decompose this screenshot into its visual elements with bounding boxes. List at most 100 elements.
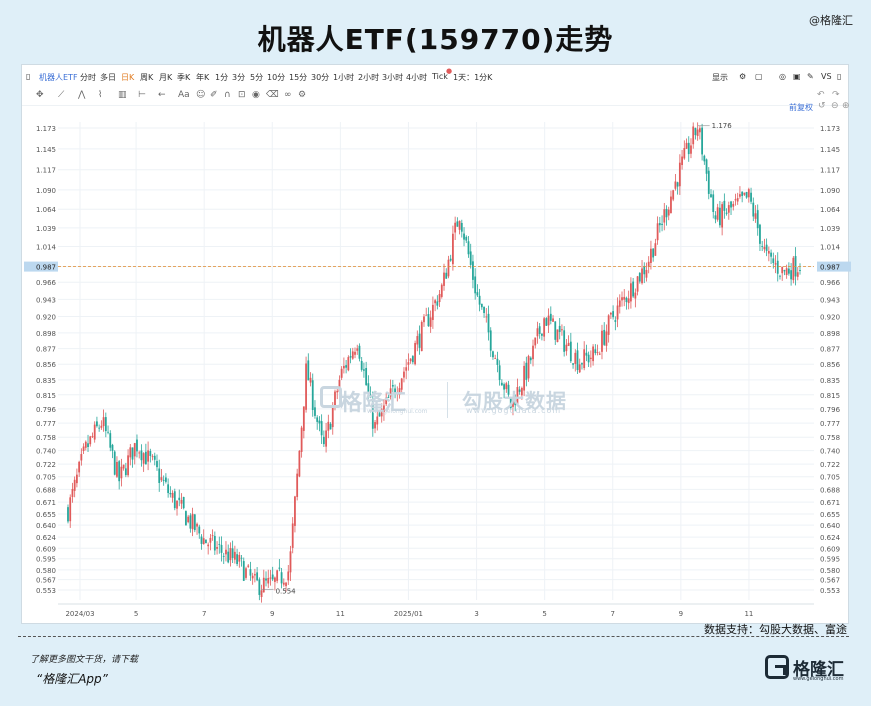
candle-body (687, 142, 690, 155)
candle-body (249, 569, 252, 576)
tab-daily-k[interactable]: 日K (121, 73, 135, 82)
candle-body (349, 356, 352, 358)
y-tick-label-left: 0.567 (36, 577, 56, 585)
candle-body (418, 333, 421, 348)
candle-body (120, 466, 123, 479)
sidebar-toggle-icon[interactable]: ▯ (26, 72, 31, 81)
x-tick-label: 5 (134, 610, 138, 618)
x-tick-label: 9 (270, 610, 274, 618)
fullscreen-icon[interactable]: ▣ (793, 72, 801, 81)
display-menu[interactable]: 显示 (712, 73, 728, 82)
y-tick-label-left: 0.705 (36, 474, 56, 482)
y-tick-label-left: 0.609 (36, 545, 56, 553)
tab-4h[interactable]: 4小时 (406, 73, 428, 82)
candle-body (265, 578, 267, 581)
zoom-out-icon[interactable]: ⊖ (831, 101, 839, 111)
candle-body (538, 326, 541, 334)
crosshair-icon[interactable]: ✥ (36, 90, 44, 100)
candle-body (358, 345, 361, 359)
tab-3h[interactable]: 3小时 (382, 73, 404, 82)
tab-weekly-k[interactable]: 周K (140, 73, 154, 82)
candle-body (256, 572, 259, 581)
tab-15min[interactable]: 15分 (289, 73, 308, 82)
logo-mark-icon (765, 655, 789, 679)
candle-body (182, 497, 185, 509)
candle-body (752, 202, 755, 217)
tab-30min[interactable]: 30分 (311, 73, 330, 82)
layout-icon[interactable]: ▢ (755, 72, 763, 81)
candle-body (403, 371, 405, 378)
candle-body (327, 421, 330, 431)
candle-body (609, 312, 612, 315)
tab-monthly-k[interactable]: 月K (159, 73, 173, 82)
camera-icon[interactable]: ◎ (779, 72, 786, 81)
candle-body (127, 455, 129, 476)
y-tick-label-left: 0.920 (36, 314, 56, 322)
candle-body (696, 129, 699, 136)
reset-icon[interactable]: ↺ (818, 101, 826, 111)
zoom-in-icon[interactable]: ⊕ (842, 101, 850, 111)
candle-body (294, 496, 296, 526)
candle-body (153, 455, 156, 460)
trash-icon[interactable]: ⌫ (266, 90, 279, 100)
candle-body (280, 572, 283, 584)
candle-body (685, 142, 688, 149)
tab-yearly-k[interactable]: 年K (196, 73, 210, 82)
text-icon[interactable]: Aa (178, 90, 190, 100)
pencil-icon[interactable]: ✐ (210, 90, 218, 100)
zigzag-icon[interactable]: ⌇ (98, 90, 103, 100)
watermark-left: 格隆汇 (340, 391, 407, 416)
candle-body (102, 417, 105, 427)
lock-icon[interactable]: ⊡ (238, 90, 246, 100)
tab-quarterly-k[interactable]: 季K (177, 73, 191, 82)
eye-icon[interactable]: ◉ (252, 90, 260, 100)
candle-body (572, 363, 574, 365)
y-tick-label-left: 1.117 (36, 167, 56, 175)
candle-body (262, 577, 265, 593)
arrow-icon[interactable]: ← (158, 90, 166, 100)
trendline-icon[interactable]: ⟋ (58, 90, 65, 100)
draw-icon[interactable]: ✎ (807, 72, 814, 81)
tab-5min[interactable]: 5分 (250, 73, 264, 82)
adjust-mode-label[interactable]: 前复权 (789, 103, 813, 112)
candle-body (587, 354, 590, 363)
candle-body (369, 395, 372, 398)
candle-body (783, 270, 786, 272)
tab-multiday[interactable]: 多日 (100, 73, 116, 82)
candle-body (723, 200, 726, 211)
measure-icon[interactable]: ⊢ (138, 90, 146, 100)
tab-1min[interactable]: 1分 (215, 73, 229, 82)
candle-body (398, 388, 401, 395)
undo-icon[interactable]: ↶ (817, 90, 825, 100)
tab-2h[interactable]: 2小时 (358, 73, 380, 82)
candle-body (632, 281, 635, 297)
tab-1h[interactable]: 1小时 (333, 73, 355, 82)
candle-body (360, 360, 363, 370)
magnet-icon[interactable]: ∩ (224, 90, 231, 100)
brand-logo[interactable]: 格隆汇 www.gelonghui.com (765, 655, 847, 683)
y-tick-label-right: 0.688 (820, 486, 840, 494)
x-tick-label: 7 (202, 610, 206, 618)
range-select[interactable]: 1天：1分K (453, 73, 493, 82)
watermark-left-url: www.gelonghui.com (367, 408, 428, 415)
pitchfork-icon[interactable]: ⋀ (78, 90, 86, 100)
panel-icon[interactable]: ▯ (837, 72, 842, 81)
candle-body (498, 365, 501, 380)
y-tick-label-right: 0.580 (820, 567, 840, 575)
emoji-icon[interactable]: ☺ (196, 90, 206, 100)
link-icon[interactable]: ∞ (284, 90, 292, 100)
candle-body (712, 194, 715, 212)
tab-10min[interactable]: 10分 (267, 73, 286, 82)
tab-symbol[interactable]: 机器人ETF (39, 73, 78, 82)
settings-icon[interactable]: ⚙ (739, 72, 747, 81)
y-tick-label-left: 0.722 (36, 461, 56, 469)
tab-intraday[interactable]: 分时 (80, 73, 96, 82)
fib-icon[interactable]: ▥ (118, 90, 127, 100)
candle-body (670, 196, 672, 214)
tab-tick[interactable]: Tick (432, 72, 448, 81)
redo-icon[interactable]: ↷ (832, 90, 840, 100)
compare-toggle[interactable]: VS (821, 72, 832, 81)
gear-small-icon[interactable]: ⚙ (298, 90, 307, 100)
tab-3min[interactable]: 3分 (232, 73, 246, 82)
